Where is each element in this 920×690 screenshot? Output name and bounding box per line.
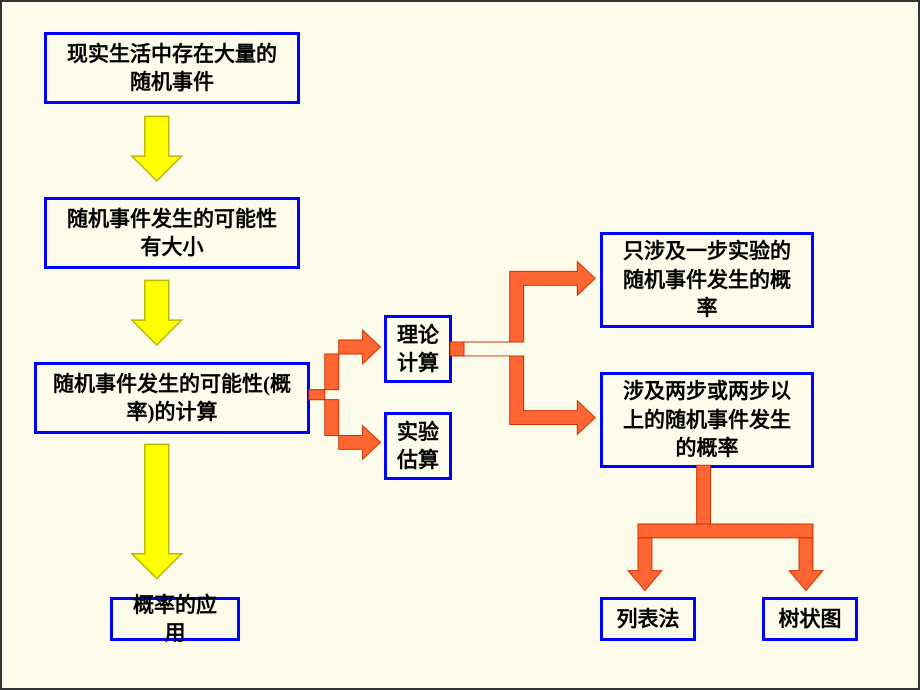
node-label: 理论计算 bbox=[397, 321, 439, 378]
yellow-arrow-2 bbox=[132, 280, 182, 345]
node-label: 实验估算 bbox=[397, 418, 439, 475]
orange-fork-2 bbox=[450, 261, 595, 434]
node-label: 树状图 bbox=[779, 605, 842, 633]
node-calculation: 随机事件发生的可能性(概率)的计算 bbox=[34, 362, 310, 434]
arrows-layer bbox=[2, 2, 918, 688]
orange-fork-3 bbox=[628, 465, 823, 590]
node-label: 随机事件发生的可能性有大小 bbox=[57, 205, 287, 262]
node-theory: 理论计算 bbox=[384, 315, 452, 383]
flowchart-canvas: 现实生活中存在大量的随机事件 随机事件发生的可能性有大小 随机事件发生的可能性(… bbox=[0, 0, 920, 690]
yellow-arrow-3 bbox=[132, 444, 182, 578]
node-possibility: 随机事件发生的可能性有大小 bbox=[44, 197, 300, 269]
node-label: 现实生活中存在大量的随机事件 bbox=[57, 40, 287, 97]
yellow-arrow-1 bbox=[132, 116, 182, 181]
node-application: 概率的应用 bbox=[110, 597, 240, 641]
node-multistep: 涉及两步或两步以上的随机事件发生的概率 bbox=[600, 372, 814, 468]
node-label: 只涉及一步实验的随机事件发生的概率 bbox=[613, 237, 801, 322]
node-label: 随机事件发生的可能性(概率)的计算 bbox=[47, 370, 297, 427]
node-label: 涉及两步或两步以上的随机事件发生的概率 bbox=[613, 377, 801, 462]
node-table: 列表法 bbox=[600, 597, 696, 641]
node-label: 列表法 bbox=[617, 605, 680, 633]
node-reality: 现实生活中存在大量的随机事件 bbox=[44, 32, 300, 104]
node-experiment: 实验估算 bbox=[384, 412, 452, 480]
node-label: 概率的应用 bbox=[123, 591, 227, 648]
node-onestep: 只涉及一步实验的随机事件发生的概率 bbox=[600, 232, 814, 328]
node-tree: 树状图 bbox=[762, 597, 858, 641]
orange-fork-1 bbox=[309, 330, 381, 459]
